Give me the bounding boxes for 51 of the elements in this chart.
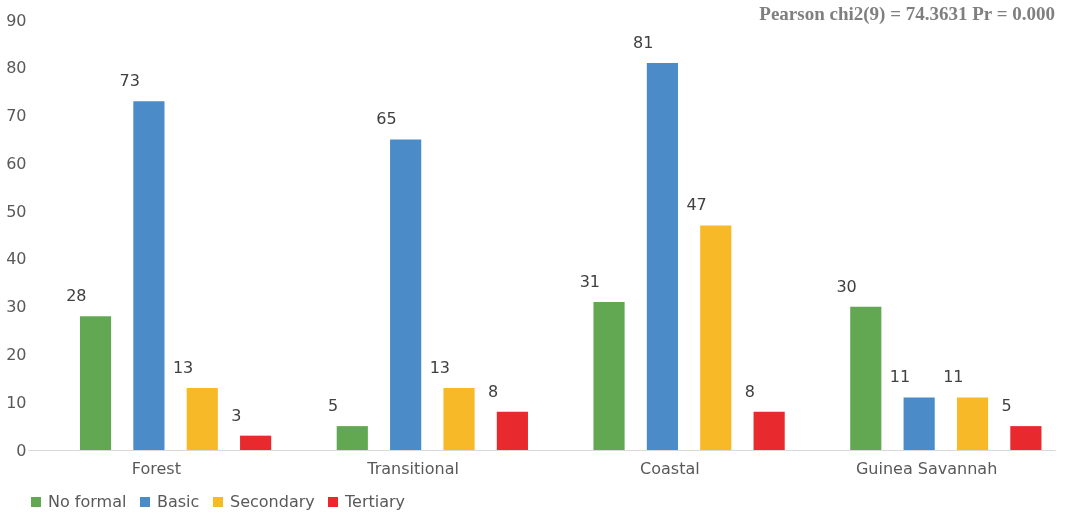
bar [390, 139, 422, 450]
data-label: 8 [488, 381, 499, 401]
data-label: 31 [579, 271, 601, 291]
bar [700, 225, 732, 450]
bar [186, 387, 218, 450]
bar [79, 316, 112, 450]
data-label: 3 [231, 405, 242, 425]
y-tick-label: 40 [6, 249, 27, 269]
bar [753, 411, 785, 450]
bar [240, 435, 272, 450]
bar [593, 301, 625, 450]
y-tick-label: 80 [6, 58, 27, 78]
legend-label: No formal [48, 492, 127, 511]
data-label: 81 [633, 33, 654, 52]
y-tick-label: 90 [6, 10, 27, 30]
x-tick-label: Guinea Savannah [855, 458, 998, 478]
data-label: 8 [744, 381, 756, 401]
data-label: 5 [327, 396, 339, 416]
y-tick-label: 70 [6, 106, 27, 126]
legend-label: Basic [157, 492, 200, 511]
bar [850, 306, 882, 450]
bar [903, 397, 935, 450]
y-tick-label: 10 [6, 392, 27, 412]
y-tick-label: 30 [6, 297, 27, 317]
annotation: Pearson chi2(9) = 74.3631 Pr = 0.000 [759, 3, 1055, 25]
data-label: 73 [119, 71, 140, 91]
y-tick-label: 60 [6, 153, 27, 173]
y-tick-label: 50 [6, 201, 27, 221]
bar [956, 397, 989, 450]
x-tick-label: Transitional [366, 458, 459, 478]
bar [496, 411, 528, 450]
legend-label: Tertiary [344, 492, 406, 511]
data-label: 28 [66, 286, 87, 306]
data-label: 13 [172, 357, 194, 377]
data-label: 11 [943, 367, 964, 387]
bar [1010, 426, 1042, 450]
bar [133, 101, 165, 450]
data-label: 5 [1001, 396, 1012, 416]
legend-label: Secondary [230, 492, 315, 511]
data-label: 65 [376, 109, 397, 129]
data-label: 11 [889, 367, 911, 387]
bar [336, 426, 368, 450]
bar [646, 63, 678, 450]
y-tick-label: 20 [6, 344, 27, 364]
x-tick-label: Forest [131, 458, 181, 478]
data-label: 30 [836, 276, 857, 296]
bar [443, 387, 475, 450]
data-label: 47 [686, 195, 707, 215]
x-tick-label: Coastal [640, 458, 700, 478]
data-label: 13 [429, 357, 450, 377]
y-tick-label: 0 [16, 440, 27, 460]
